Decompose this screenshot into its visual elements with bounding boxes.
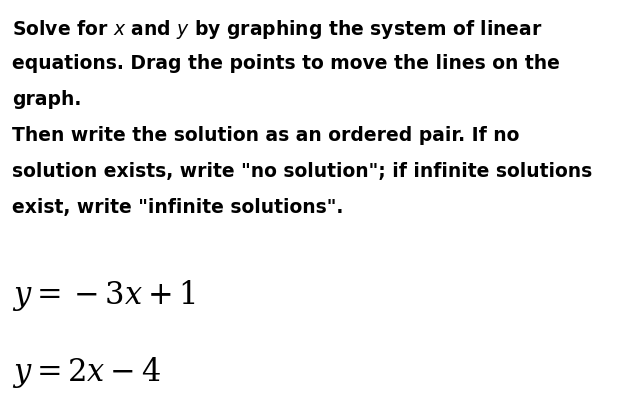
- Text: equations. Drag the points to move the lines on the: equations. Drag the points to move the l…: [12, 54, 560, 73]
- Text: $y = -3x + 1$: $y = -3x + 1$: [12, 278, 196, 313]
- Text: exist, write "infinite solutions".: exist, write "infinite solutions".: [12, 198, 343, 217]
- Text: Then write the solution as an ordered pair. If no: Then write the solution as an ordered pa…: [12, 126, 520, 145]
- Text: solution exists, write "no solution"; if infinite solutions: solution exists, write "no solution"; if…: [12, 162, 592, 181]
- Text: $y = 2x - 4$: $y = 2x - 4$: [12, 355, 161, 390]
- Text: Solve for $x$ and $y$ by graphing the system of linear: Solve for $x$ and $y$ by graphing the sy…: [12, 18, 543, 41]
- Text: graph.: graph.: [12, 90, 81, 109]
